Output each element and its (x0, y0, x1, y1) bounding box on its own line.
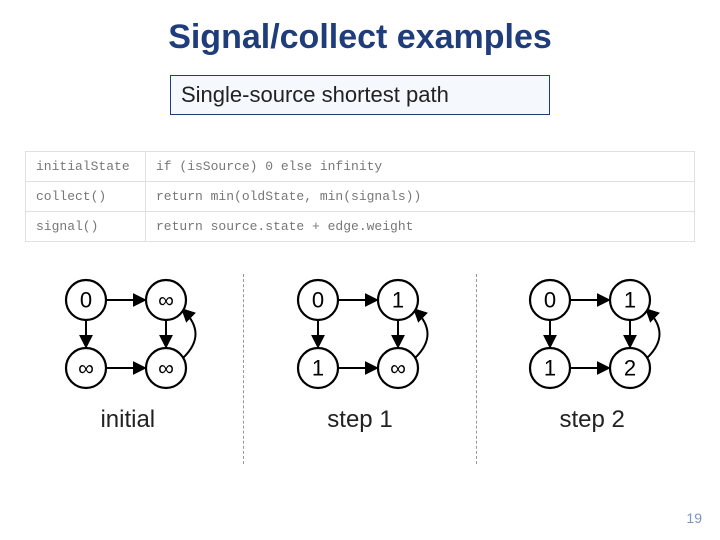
graph-node-label: 1 (624, 288, 636, 313)
table-row: signal()return source.state + edge.weigh… (26, 212, 695, 242)
graph: 0 1 1 ∞ (270, 270, 450, 400)
panel-label: initial (100, 406, 155, 434)
graph-node-label: 1 (312, 356, 324, 381)
graph-node-label: ∞ (158, 288, 174, 313)
graph-node-label: 2 (624, 356, 636, 381)
code-name-cell: signal() (26, 212, 146, 242)
graph-node-label: ∞ (390, 356, 406, 381)
table-row: initialStateif (isSource) 0 else infinit… (26, 152, 695, 182)
code-body-cell: return min(oldState, min(signals)) (146, 182, 695, 212)
edge (415, 310, 428, 358)
graph-node-label: 0 (544, 288, 556, 313)
panel-divider (243, 274, 244, 464)
graph: 0 1 1 2 (502, 270, 682, 400)
table-row: collect()return min(oldState, min(signal… (26, 182, 695, 212)
graph-node-label: 1 (544, 356, 556, 381)
slide-title: Signal/collect examples (0, 0, 720, 57)
graph: 0 ∞ ∞ ∞ (38, 270, 218, 400)
code-name-cell: initialState (26, 152, 146, 182)
diagram-panel: 0 1 1 2step 2 (492, 270, 692, 464)
diagram-panel: 0∞∞∞initial (28, 270, 228, 464)
edge (647, 310, 660, 358)
code-table: initialStateif (isSource) 0 else infinit… (25, 151, 695, 242)
graph-node-label: ∞ (158, 356, 174, 381)
graph-node-label: 1 (392, 288, 404, 313)
panel-label: step 1 (327, 406, 392, 434)
diagram-panel: 0 1 1 ∞ step 1 (260, 270, 460, 464)
page-number: 19 (686, 510, 702, 526)
panel-label: step 2 (559, 406, 624, 434)
subtitle-box: Single-source shortest path (170, 75, 550, 115)
code-body-cell: return source.state + edge.weight (146, 212, 695, 242)
graph-node-label: 0 (80, 288, 92, 313)
edge (183, 310, 196, 358)
panel-divider (476, 274, 477, 464)
diagram-row: 0∞∞∞initial011∞step 10112step 2 (0, 270, 720, 464)
code-body-cell: if (isSource) 0 else infinity (146, 152, 695, 182)
code-name-cell: collect() (26, 182, 146, 212)
graph-node-label: 0 (312, 288, 324, 313)
subtitle-text: Single-source shortest path (181, 82, 449, 107)
graph-node-label: ∞ (78, 356, 94, 381)
